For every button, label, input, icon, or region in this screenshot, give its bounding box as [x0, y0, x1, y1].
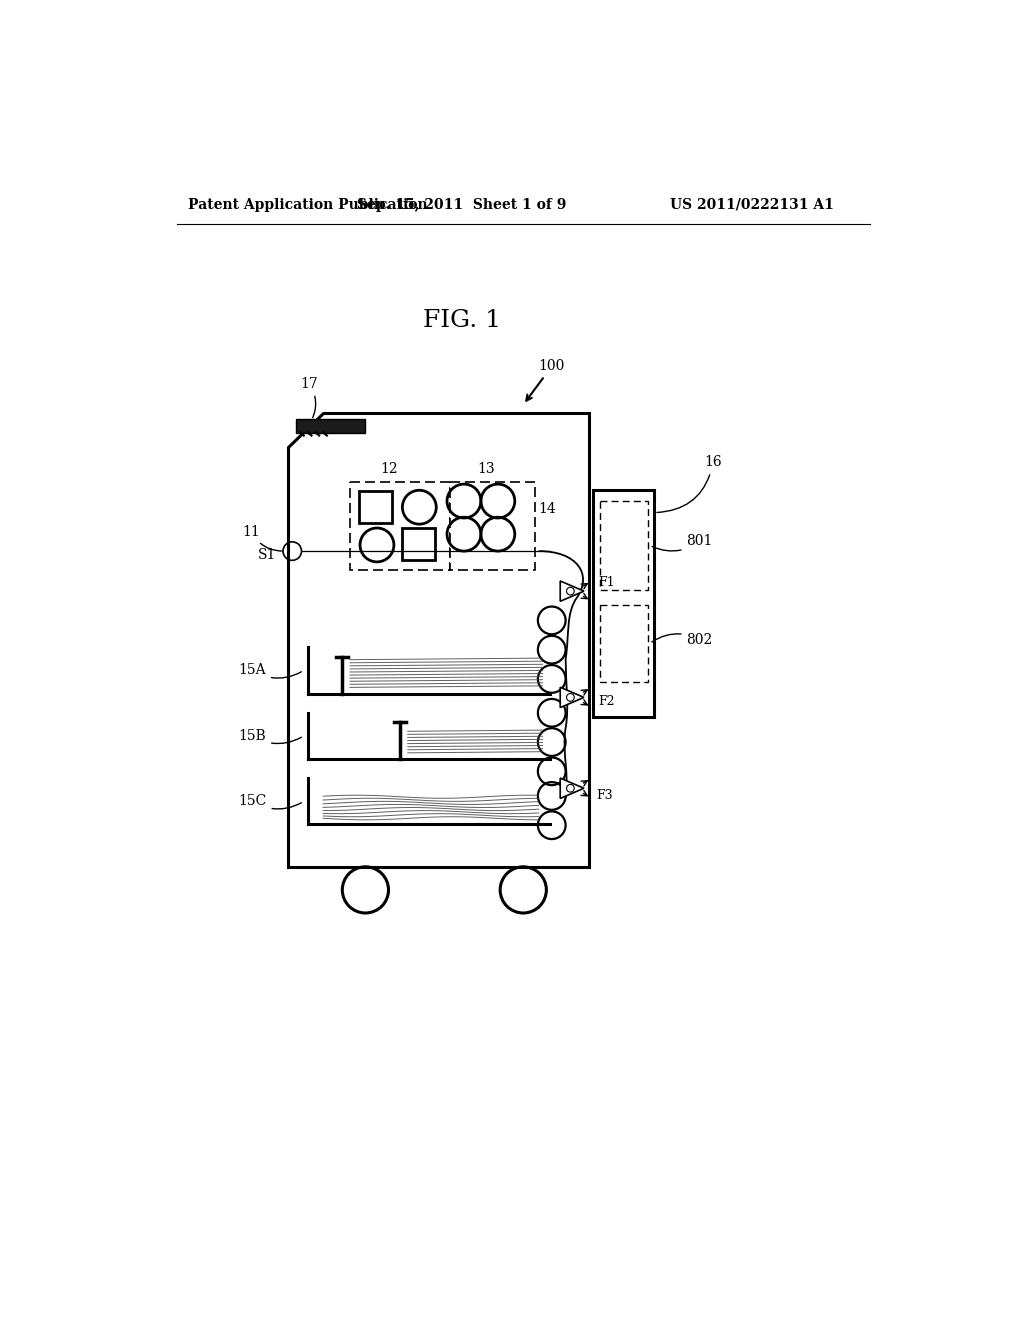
- Text: S1: S1: [258, 548, 276, 562]
- Circle shape: [566, 693, 574, 701]
- Text: 17: 17: [300, 378, 317, 417]
- Text: 15A: 15A: [239, 664, 301, 678]
- Text: 11: 11: [243, 525, 282, 550]
- Text: FIG. 1: FIG. 1: [423, 309, 501, 331]
- Text: 15C: 15C: [239, 795, 301, 809]
- Polygon shape: [289, 412, 589, 867]
- Bar: [593, 490, 654, 717]
- Text: 15B: 15B: [239, 729, 301, 743]
- Polygon shape: [560, 581, 584, 602]
- Text: Patent Application Publication: Patent Application Publication: [188, 198, 428, 211]
- Text: F1: F1: [599, 576, 615, 589]
- Text: US 2011/0222131 A1: US 2011/0222131 A1: [670, 198, 834, 211]
- Text: 14: 14: [539, 502, 556, 516]
- Text: 802: 802: [652, 632, 713, 647]
- Text: Sep. 15, 2011  Sheet 1 of 9: Sep. 15, 2011 Sheet 1 of 9: [357, 198, 566, 211]
- Text: 801: 801: [652, 535, 713, 550]
- Bar: [350, 482, 451, 570]
- Text: 13: 13: [477, 462, 495, 475]
- Text: F2: F2: [599, 696, 615, 708]
- Bar: [359, 491, 391, 524]
- Bar: [600, 605, 648, 682]
- Bar: [296, 418, 366, 433]
- Text: 12: 12: [381, 462, 398, 475]
- Text: F3: F3: [596, 789, 613, 803]
- Bar: [451, 482, 535, 570]
- Polygon shape: [560, 777, 584, 799]
- Bar: [402, 528, 435, 560]
- Polygon shape: [560, 688, 584, 708]
- Text: 16: 16: [657, 455, 722, 512]
- Circle shape: [566, 587, 574, 595]
- Text: 100: 100: [526, 359, 565, 401]
- Bar: [600, 502, 648, 590]
- Circle shape: [566, 784, 574, 792]
